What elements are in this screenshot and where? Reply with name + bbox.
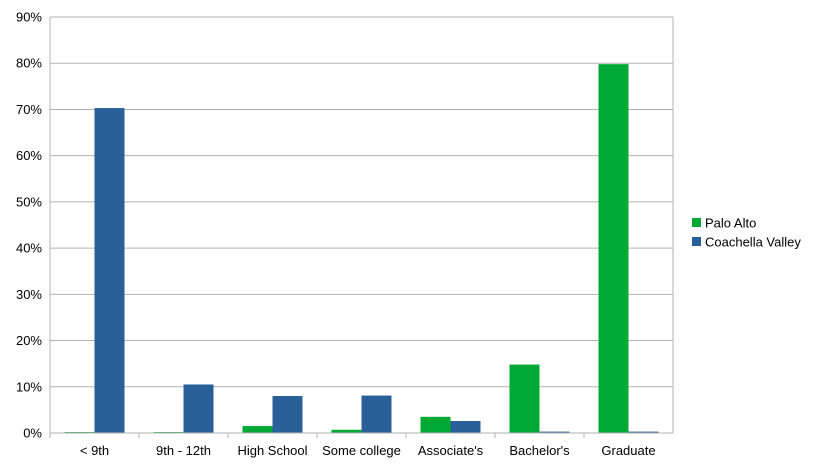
- y-tick-label: 80%: [16, 56, 42, 71]
- y-tick-label: 50%: [16, 194, 42, 209]
- x-tick-label: 9th - 12th: [156, 443, 211, 458]
- y-tick-label: 60%: [16, 148, 42, 163]
- x-axis-tick-labels: < 9th 9th - 12th High School Some college As…: [80, 443, 656, 458]
- axes: [49, 17, 674, 438]
- bar-coachella-valley-4: [450, 420, 481, 433]
- x-tick-label: Graduate: [601, 443, 655, 458]
- legend-swatch: [692, 237, 701, 246]
- bar-coachella-valley-0: [94, 108, 125, 434]
- x-tick-label: < 9th: [80, 443, 109, 458]
- bar-coachella-valley-1: [183, 384, 214, 433]
- bar-coachella-valley-6: [628, 431, 659, 433]
- y-tick-label: 20%: [16, 333, 42, 348]
- y-tick-label: 70%: [16, 102, 42, 117]
- bar-coachella-valley-2: [272, 396, 303, 433]
- bar-palo-alto-3: [331, 429, 362, 433]
- x-tick-label: Some college: [322, 443, 401, 458]
- bar-coachella-valley-5: [539, 431, 570, 433]
- legend-label: Palo Alto: [705, 216, 756, 231]
- x-tick-label: Associate's: [418, 443, 484, 458]
- y-tick-label: 30%: [16, 287, 42, 302]
- y-tick-label: 90%: [16, 10, 42, 25]
- bar-palo-alto-2: [242, 426, 273, 433]
- y-tick-label: 10%: [16, 379, 42, 394]
- y-tick-label: 40%: [16, 241, 42, 256]
- gridlines: [50, 16, 673, 388]
- bar-palo-alto-6: [598, 64, 629, 433]
- y-axis-tick-labels: 0% 10% 20% 30% 40% 50% 60% 70% 80% 90%: [16, 10, 42, 441]
- y-tick-label: 0%: [23, 426, 42, 441]
- legend: Palo Alto Coachella Valley: [692, 216, 801, 250]
- x-tick-label: High School: [237, 443, 307, 458]
- bar-palo-alto-5: [509, 364, 540, 433]
- bar-palo-alto-4: [420, 416, 451, 433]
- legend-swatch: [692, 218, 701, 227]
- legend-label: Coachella Valley: [705, 235, 801, 250]
- x-tick-label: Bachelor's: [509, 443, 570, 458]
- bar-coachella-valley-3: [361, 395, 392, 433]
